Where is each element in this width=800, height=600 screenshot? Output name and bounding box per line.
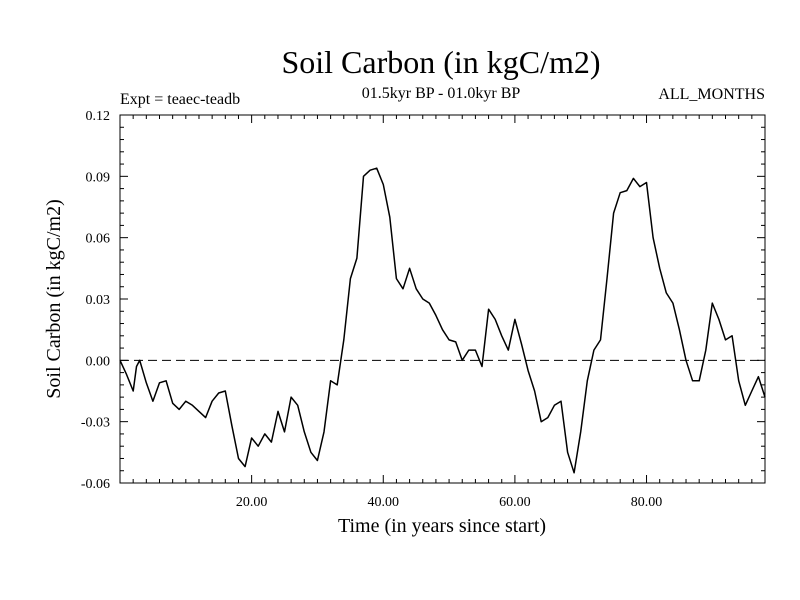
x-tick-label: 20.00 bbox=[236, 495, 268, 510]
y-tick-label: 0.03 bbox=[86, 293, 111, 308]
y-tick-label: 0.06 bbox=[86, 232, 111, 247]
y-tick-label: 0.00 bbox=[86, 354, 111, 369]
y-tick-label: 0.12 bbox=[86, 109, 111, 124]
experiment-label: Expt = teaec-teadb bbox=[120, 91, 240, 108]
y-tick-label: -0.06 bbox=[81, 477, 110, 492]
months-label: ALL_MONTHS bbox=[658, 86, 765, 103]
series-group bbox=[119, 167, 766, 474]
y-axis-label: Soil Carbon (in kgC/m2) bbox=[43, 199, 65, 398]
x-tick-labels: 20.00 40.00 60.00 80.00 bbox=[236, 495, 662, 510]
series-line bbox=[119, 167, 766, 474]
y-tick-labels: -0.06 -0.03 0.00 0.03 0.06 0.09 0.12 bbox=[81, 109, 110, 492]
chart-title: Soil Carbon (in kgC/m2) bbox=[281, 44, 600, 80]
chart-subtitle: 01.5kyr BP - 01.0kyr BP bbox=[362, 85, 521, 102]
y-tick-label: -0.03 bbox=[81, 416, 110, 431]
y-tick-label: 0.09 bbox=[86, 170, 111, 185]
plot-frame bbox=[119, 114, 766, 484]
x-tick-label: 60.00 bbox=[499, 495, 531, 510]
x-tick-label: 40.00 bbox=[368, 495, 400, 510]
x-axis-label: Time (in years since start) bbox=[338, 515, 546, 537]
tick-marks bbox=[120, 115, 765, 483]
x-tick-label: 80.00 bbox=[631, 495, 663, 510]
